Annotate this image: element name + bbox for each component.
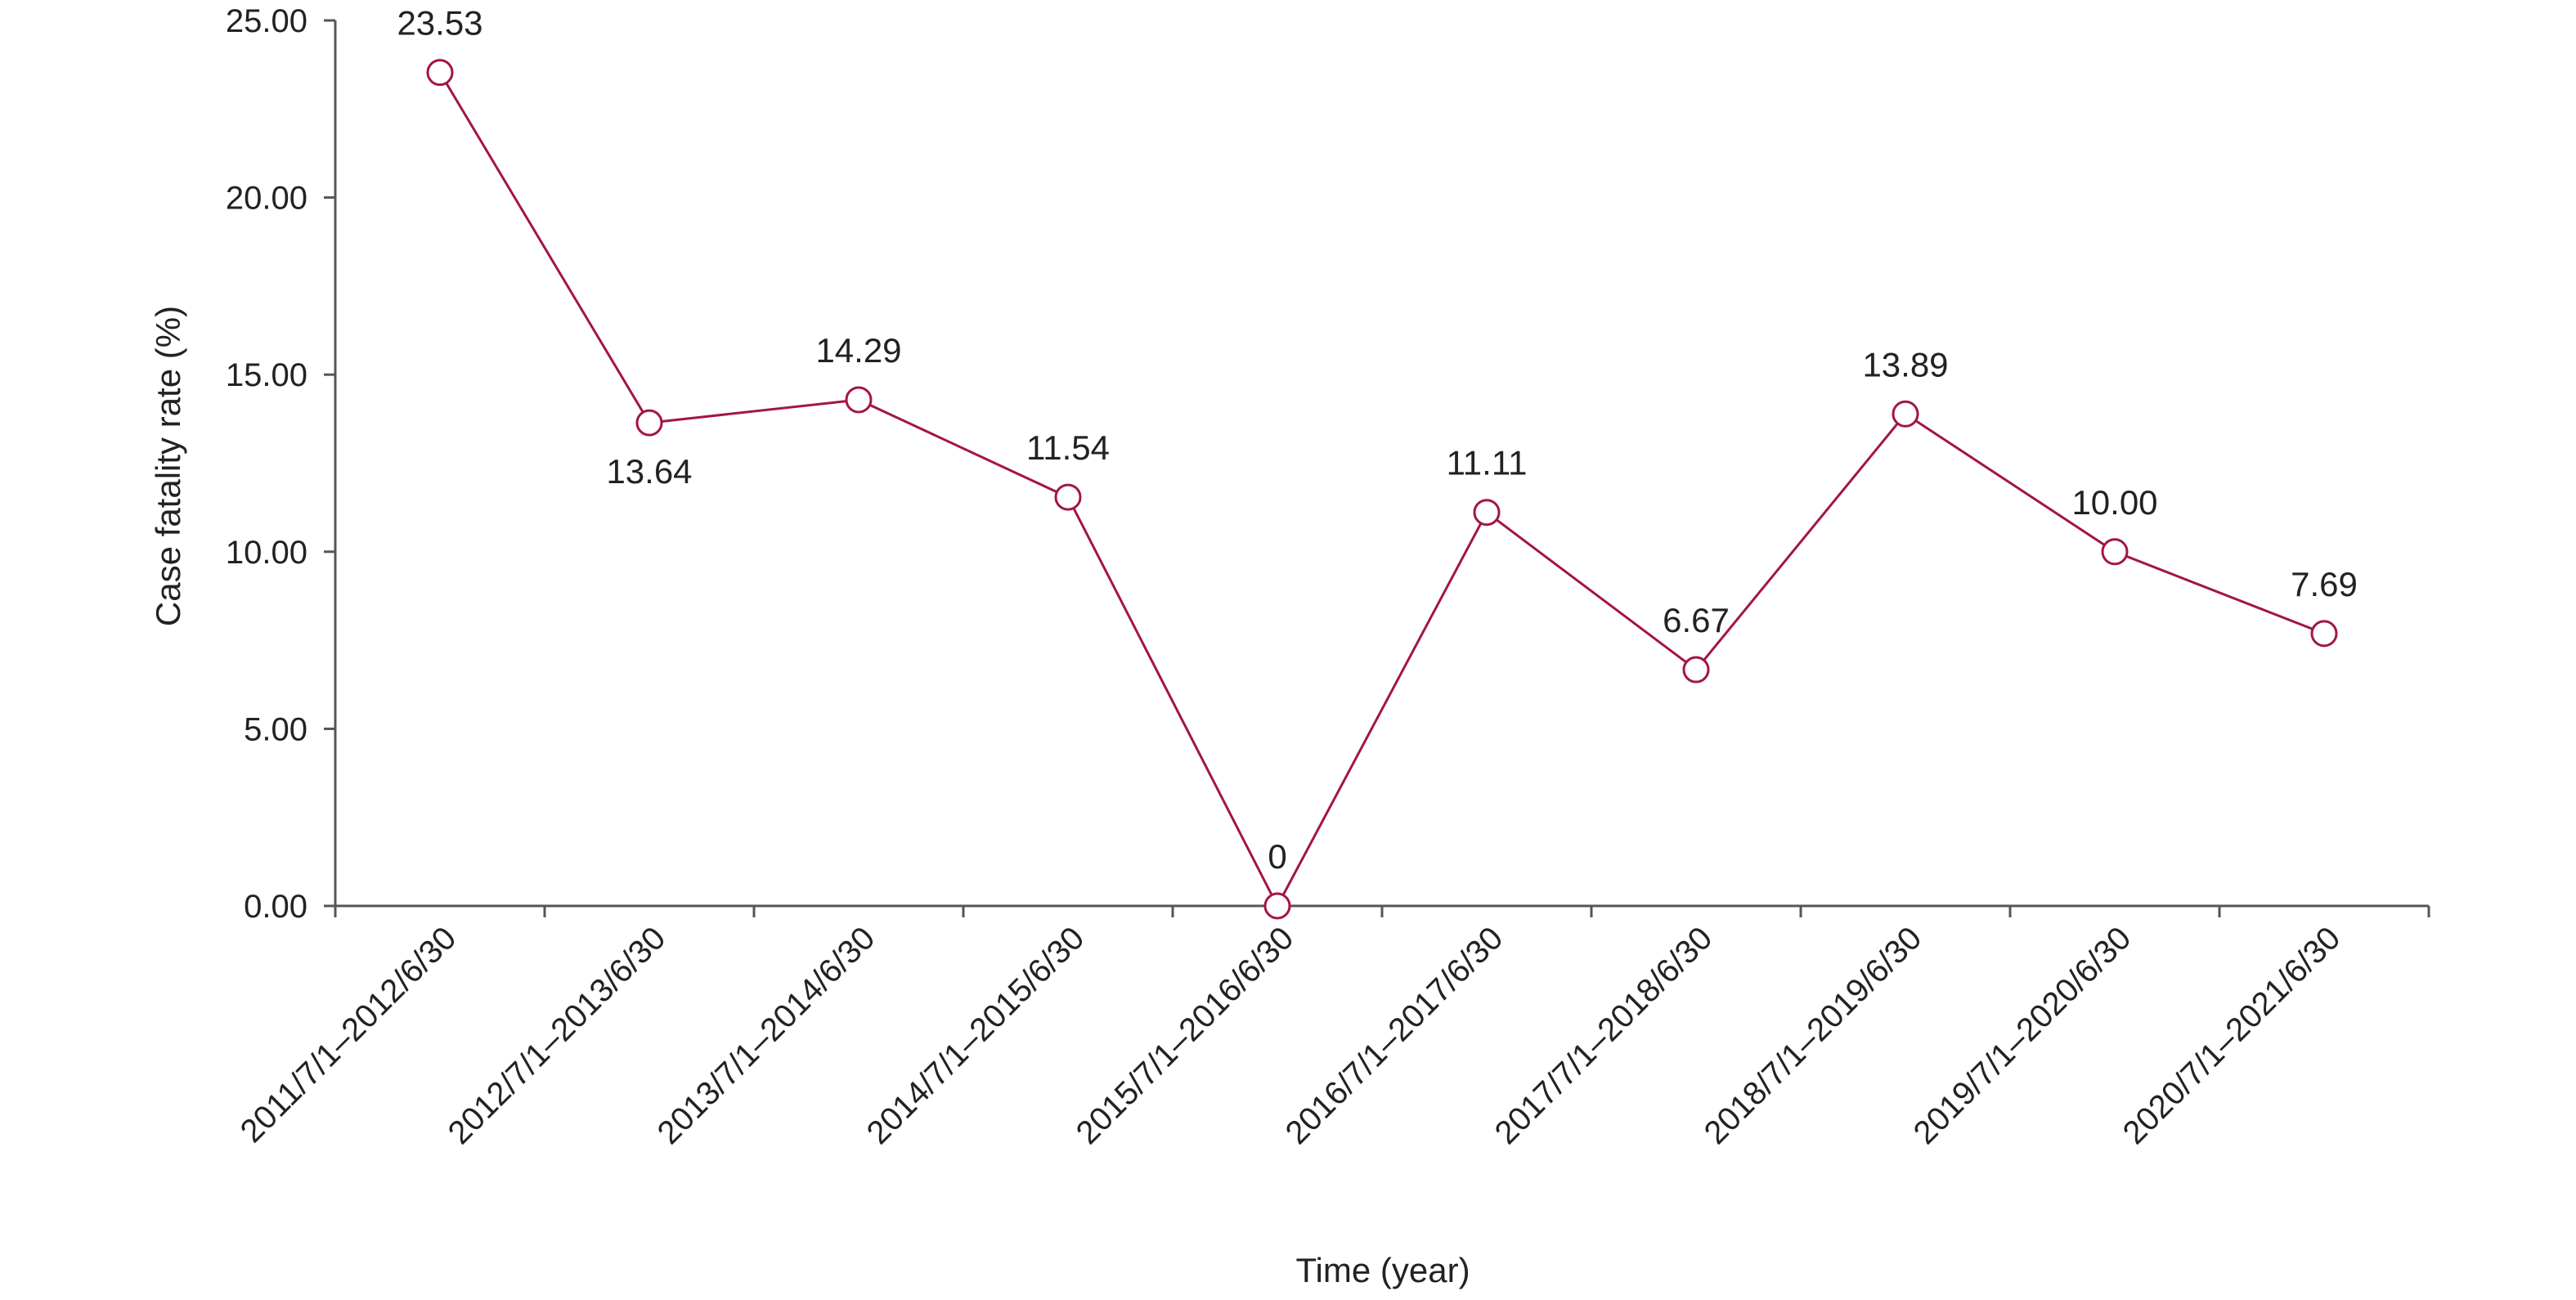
data-point xyxy=(635,409,663,437)
data-label: 13.64 xyxy=(606,452,692,491)
data-label: 23.53 xyxy=(397,4,482,43)
x-tick-label: 2012/7/1–2013/6/30 xyxy=(442,920,673,1151)
data-point xyxy=(1892,400,1919,428)
data-point xyxy=(1054,483,1082,511)
y-axis: 0.00 5.00 10.00 15.00 20.00 25.00 xyxy=(226,3,337,925)
x-tick-label: 2011/7/1–2012/6/30 xyxy=(234,920,464,1150)
y-tick-label: 5.00 xyxy=(244,711,307,747)
y-tick-label: 0.00 xyxy=(244,889,307,925)
data-point xyxy=(1263,892,1291,920)
data-label: 10.00 xyxy=(2071,483,2157,522)
data-label: 11.11 xyxy=(1447,444,1528,482)
x-tick-label: 2020/7/1–2021/6/30 xyxy=(2116,920,2348,1151)
data-label: 13.89 xyxy=(1862,345,1948,383)
y-tick-label: 25.00 xyxy=(226,3,307,39)
data-point xyxy=(845,386,873,414)
data-point xyxy=(1682,656,1710,684)
data-label: 6.67 xyxy=(1663,601,1730,639)
data-label: 11.54 xyxy=(1026,428,1110,467)
y-tick-label: 10.00 xyxy=(226,535,307,571)
data-point xyxy=(2101,538,2129,566)
data-label: 14.29 xyxy=(815,331,901,370)
data-label: 7.69 xyxy=(2291,565,2358,603)
y-tick-label: 15.00 xyxy=(226,357,307,393)
data-point xyxy=(1473,499,1501,527)
y-tick-label: 20.00 xyxy=(226,181,307,217)
series-layer: 23.53 13.64 14.29 11.54 0 11.11 6.67 13.89 10.00… xyxy=(397,4,2358,920)
x-tick-label: 2016/7/1–2017/6/30 xyxy=(1279,920,1510,1151)
y-axis-title: Case fatality rate (%) xyxy=(149,306,187,626)
x-tick-label: 2018/7/1–2019/6/30 xyxy=(1698,920,1929,1151)
x-axis-title: Time (year) xyxy=(1295,1251,1470,1289)
data-point xyxy=(2310,620,2338,648)
x-tick-label: 2013/7/1–2014/6/30 xyxy=(651,920,882,1151)
x-tick-label: 2017/7/1–2018/6/30 xyxy=(1488,920,1720,1151)
series-line xyxy=(438,71,2325,909)
x-tick-label: 2015/7/1–2016/6/30 xyxy=(1070,920,1301,1151)
data-label: 0 xyxy=(1268,837,1286,876)
data-point xyxy=(426,59,454,87)
x-axis: 2011/7/1–2012/6/302012/7/1–2013/6/302013… xyxy=(234,904,2430,1151)
x-tick-label: 2019/7/1–2020/6/30 xyxy=(1907,920,2138,1151)
x-tick-label: 2014/7/1–2015/6/30 xyxy=(860,920,1092,1151)
